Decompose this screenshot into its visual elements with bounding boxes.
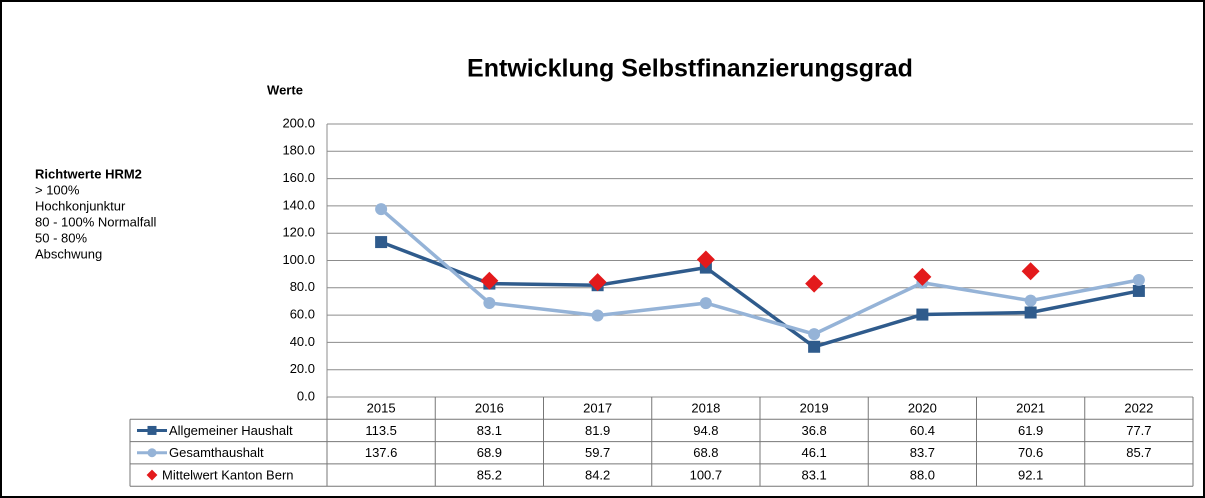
table-value: 85.2: [477, 467, 502, 482]
table-value: 36.8: [801, 423, 826, 438]
marker-diamond: [805, 274, 824, 293]
series-line: [379, 207, 1140, 336]
marker-square: [808, 340, 821, 353]
marker-square: [1132, 284, 1145, 297]
marker-circle: [591, 309, 604, 322]
y-tick-label: 40.0: [290, 334, 315, 349]
marker-square: [916, 308, 929, 321]
x-tick-label: 2022: [1124, 401, 1153, 416]
table-value: 61.9: [1018, 423, 1043, 438]
y-tick-label: 80.0: [290, 279, 315, 294]
x-tick-label: 2017: [583, 401, 612, 416]
x-tick-label: 2019: [800, 401, 829, 416]
marker-diamond: [1021, 262, 1040, 281]
table-value: 94.8: [693, 423, 718, 438]
table-value: 59.7: [585, 445, 610, 460]
marker-diamond: [588, 273, 607, 292]
marker-circle: [1024, 294, 1037, 307]
y-tick-label: 200.0: [282, 115, 315, 130]
note-line: 50 - 80%: [35, 230, 87, 245]
legend-label: Allgemeiner Haushalt: [169, 423, 293, 438]
y-tick-label: 100.0: [282, 252, 315, 267]
marker-diamond: [480, 271, 499, 290]
marker-diamond: [696, 250, 715, 269]
marker-square: [375, 236, 388, 249]
table-value: 68.9: [477, 445, 502, 460]
marker-diamond: [146, 469, 158, 481]
x-tick-label: 2018: [691, 401, 720, 416]
y-axis-label: Werte: [267, 82, 303, 97]
y-tick-label: 140.0: [282, 197, 315, 212]
table-value: 83.1: [477, 423, 502, 438]
table-value: 84.2: [585, 467, 610, 482]
x-tick-label: 2015: [367, 401, 396, 416]
table-value: 60.4: [910, 423, 935, 438]
chart-title: Entwicklung Selbstfinanzierungsgrad: [467, 55, 913, 83]
legend-label: Gesamthaushalt: [169, 445, 264, 460]
note-line: Abschwung: [35, 246, 102, 261]
table-value: 85.7: [1126, 445, 1151, 460]
marker-diamond: [913, 267, 932, 286]
marker-circle: [147, 448, 157, 458]
series-line: [380, 240, 1140, 349]
y-tick-label: 60.0: [290, 307, 315, 322]
note-line: Hochkonjunktur: [35, 198, 126, 213]
x-tick-label: 2016: [475, 401, 504, 416]
y-tick-label: 20.0: [290, 361, 315, 376]
table-value: 83.7: [910, 445, 935, 460]
y-tick-label: 180.0: [282, 143, 315, 158]
table-value: 70.6: [1018, 445, 1043, 460]
marker-circle: [1132, 274, 1145, 287]
marker-circle: [375, 203, 388, 216]
legend-label: Mittelwert Kanton Bern: [162, 467, 294, 482]
marker-square: [1024, 306, 1037, 319]
y-tick-label: 0.0: [297, 388, 315, 403]
marker-square: [147, 425, 157, 435]
table-value: 113.5: [365, 423, 397, 438]
table-value: 81.9: [585, 423, 610, 438]
y-tick-label: 160.0: [282, 170, 315, 185]
marker-circle: [483, 296, 496, 309]
x-tick-label: 2021: [1016, 401, 1045, 416]
table-value: 46.1: [801, 445, 826, 460]
y-tick-label: 120.0: [282, 225, 315, 240]
x-tick-label: 2020: [908, 401, 937, 416]
table-value: 88.0: [910, 467, 935, 482]
table-value: 83.1: [801, 467, 826, 482]
table-value: 77.7: [1126, 423, 1151, 438]
table-value: 92.1: [1018, 467, 1043, 482]
note-title: Richtwerte HRM2: [35, 166, 142, 181]
table-value: 68.8: [693, 445, 718, 460]
note-line: 80 - 100% Normalfall: [35, 214, 156, 229]
note-line: > 100%: [35, 182, 80, 197]
marker-circle: [808, 328, 821, 341]
table-value: 137.6: [365, 445, 398, 460]
table-value: 100.7: [690, 467, 723, 482]
marker-circle: [699, 297, 712, 310]
